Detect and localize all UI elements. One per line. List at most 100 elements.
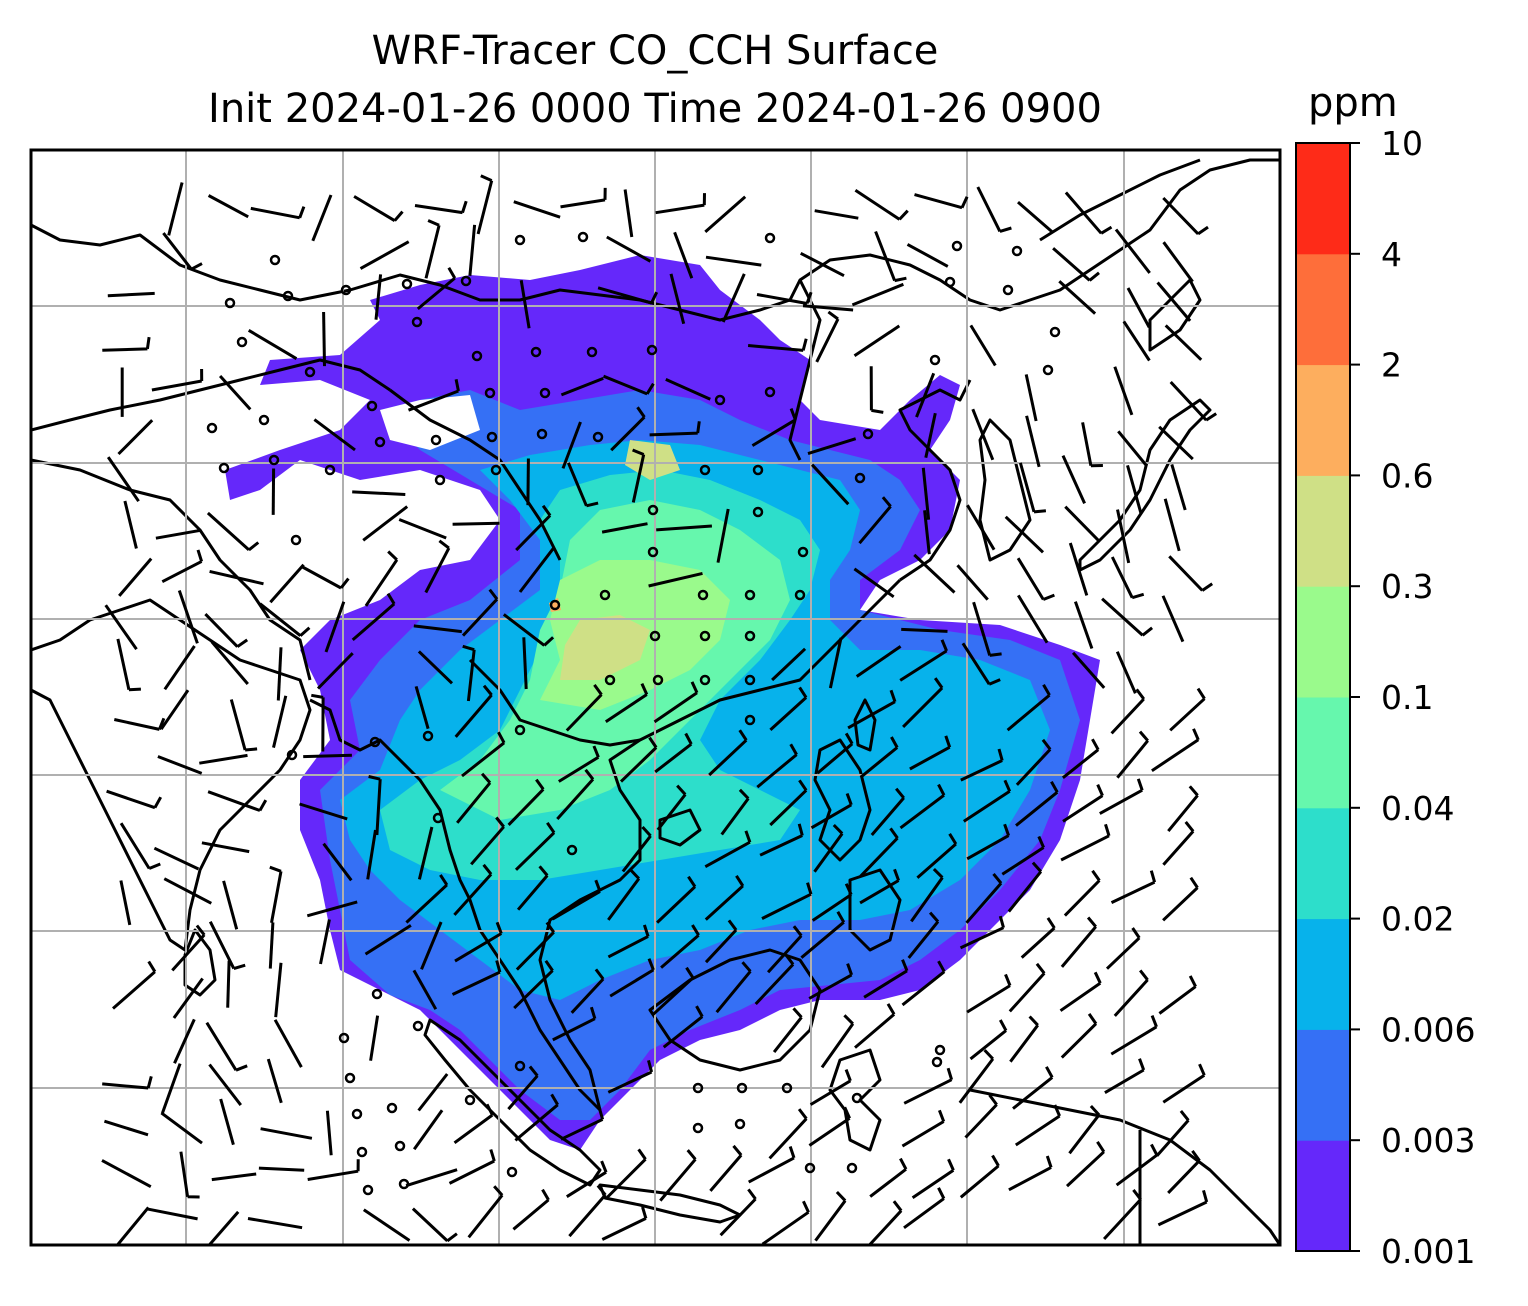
wind-barb	[902, 677, 944, 728]
calm-wind-marker	[931, 1056, 943, 1068]
wind-barb	[272, 695, 288, 748]
wind-barb	[205, 1021, 248, 1072]
wind-barb	[155, 528, 202, 540]
colorbar-tick-label: 2	[1381, 346, 1402, 385]
wind-barb	[709, 1144, 743, 1192]
wind-barb	[451, 960, 502, 996]
wind-barb	[1007, 861, 1043, 913]
wind-barb	[512, 1188, 550, 1231]
wind-barb	[106, 456, 140, 503]
wind-barb	[206, 511, 260, 552]
wind-barb	[414, 685, 430, 730]
wind-barb	[901, 1109, 946, 1148]
wind-barb	[260, 1127, 313, 1140]
wind-barb	[1004, 515, 1045, 554]
wind-barb	[502, 613, 555, 647]
wind-barb	[1017, 594, 1049, 644]
wind-barb	[259, 602, 311, 637]
wind-barb	[307, 1159, 360, 1181]
wind-barb	[1101, 597, 1154, 637]
wind-barb	[808, 1106, 851, 1147]
wind-barb	[1162, 1063, 1206, 1104]
wind-barb	[1105, 927, 1141, 970]
wind-barb	[704, 830, 752, 869]
wind-barb	[266, 1058, 283, 1104]
wind-barb	[1014, 1104, 1061, 1147]
wind-barb	[901, 627, 948, 633]
wind-barb	[601, 522, 648, 534]
wind-barb	[971, 408, 995, 461]
wind-barb	[398, 518, 447, 540]
wind-barb	[906, 243, 949, 268]
wind-barb	[1060, 823, 1111, 862]
wind-barb	[1073, 601, 1094, 649]
wind-barb	[810, 792, 853, 830]
wind-barb	[1164, 324, 1203, 361]
wind-barb	[810, 463, 850, 506]
wind-barb	[820, 1014, 855, 1069]
wind-barb	[766, 925, 803, 974]
wind-barb	[1017, 200, 1054, 234]
wind-barb	[1110, 688, 1145, 735]
wind-barb	[652, 966, 695, 1016]
calm-wind-marker	[338, 1032, 350, 1044]
wind-barb	[858, 496, 892, 545]
wind-barb	[899, 639, 948, 682]
colorbar-segment	[1296, 475, 1350, 587]
wind-barb	[274, 962, 283, 1018]
wind-barb	[173, 1018, 196, 1064]
calm-wind-marker	[258, 414, 270, 426]
wind-barb	[453, 1103, 494, 1145]
wind-barb	[162, 232, 203, 271]
wind-barb	[1012, 1066, 1054, 1110]
calm-wind-marker	[699, 674, 711, 686]
colorbar-tick-label: 0.6	[1381, 456, 1433, 495]
wind-barb	[903, 1187, 946, 1230]
wind-barb	[915, 372, 936, 418]
colorbar-tick-label: 0.04	[1381, 789, 1454, 828]
wind-barb	[1151, 728, 1200, 772]
calm-wind-marker	[514, 724, 526, 736]
wind-barb	[847, 689, 897, 730]
wind-barb	[604, 682, 649, 724]
wind-barb	[851, 282, 904, 307]
wind-barb	[1065, 1140, 1106, 1188]
wind-barb	[655, 193, 706, 215]
calm-wind-marker	[486, 431, 498, 443]
calm-wind-marker	[736, 1082, 748, 1094]
calm-wind-marker	[269, 254, 281, 266]
wind-barb	[123, 500, 138, 549]
wind-barb	[1114, 228, 1151, 274]
wind-barb	[966, 973, 1012, 1014]
wind-barb	[558, 745, 600, 783]
wind-barb	[854, 189, 909, 221]
wind-barb	[715, 961, 752, 1014]
wind-barb	[800, 251, 845, 278]
wind-barb	[366, 829, 377, 880]
wind-barb	[1060, 1013, 1098, 1059]
calm-wind-marker	[464, 1094, 476, 1106]
calm-wind-marker	[434, 474, 446, 486]
wind-barb	[303, 753, 352, 759]
calm-wind-marker	[412, 1020, 424, 1032]
wind-barb	[1009, 1015, 1039, 1063]
calm-wind-marker	[340, 284, 352, 296]
colorbar-segment	[1296, 807, 1350, 920]
wind-barb	[863, 959, 909, 999]
calm-wind-marker	[549, 599, 561, 611]
wind-barb	[1117, 430, 1148, 467]
wind-barb	[276, 647, 283, 701]
wind-barb	[1115, 1143, 1159, 1187]
wind-barb	[772, 1007, 803, 1054]
wind-barbs	[101, 174, 1218, 1245]
wind-barb	[424, 219, 441, 279]
wind-barb	[362, 1208, 411, 1242]
wind-barb	[412, 1109, 444, 1151]
wind-barb	[199, 753, 248, 765]
calm-wind-marker	[224, 297, 236, 309]
wind-barb	[514, 821, 556, 871]
wind-barb	[958, 1049, 995, 1104]
wind-barb	[756, 291, 813, 305]
wind-barb	[802, 304, 854, 312]
wind-barb	[177, 590, 199, 644]
